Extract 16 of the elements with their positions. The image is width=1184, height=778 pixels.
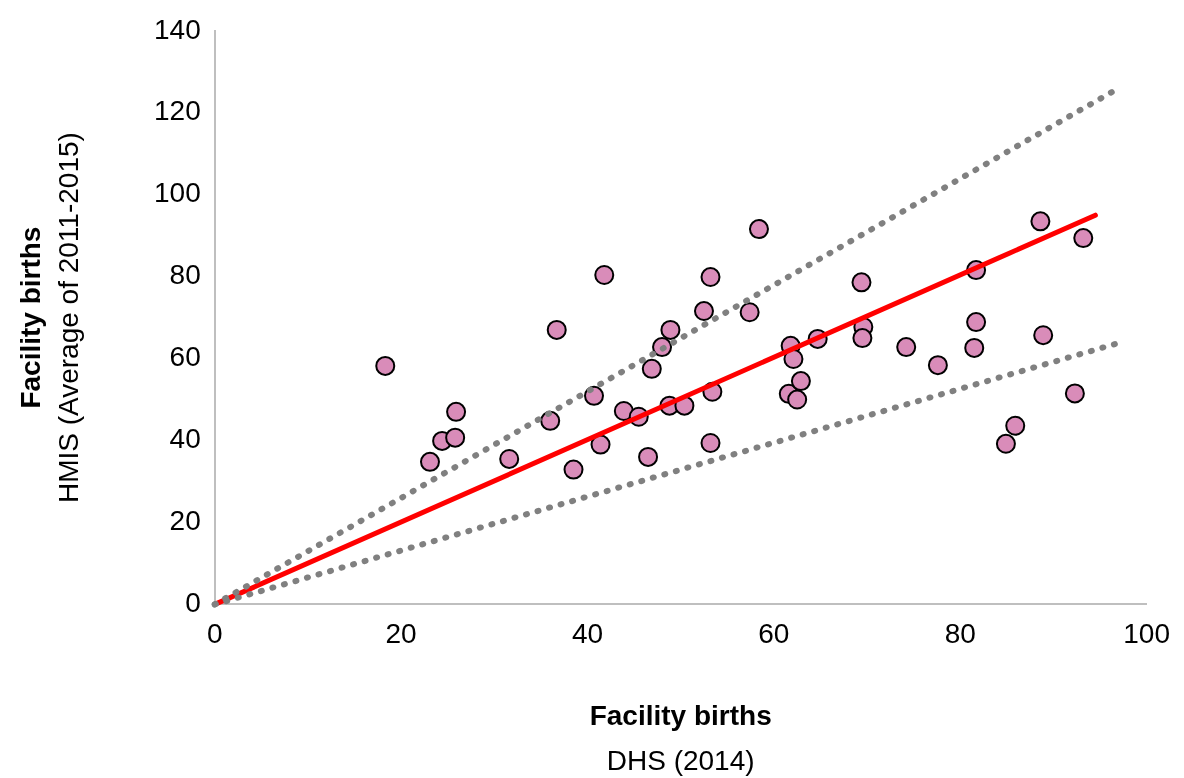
x-tick-label: 60 — [758, 617, 790, 649]
x-axis-title: Facility births DHS (2014) — [589, 700, 772, 777]
x-tick-label: 40 — [571, 617, 604, 649]
y-tick-label: 100 — [154, 177, 201, 209]
y-axis-title: Facility births HMIS (Average of 2011-2015) — [15, 132, 85, 504]
y-tick-label: 40 — [169, 423, 201, 455]
y-tick-label: 140 — [154, 13, 201, 45]
y-tick-label: 80 — [169, 259, 201, 291]
y-tick-label: 20 — [169, 505, 201, 537]
y-tick-label: 120 — [154, 95, 201, 127]
x-tick-label: 20 — [385, 617, 417, 649]
x-tick-label: 0 — [206, 617, 223, 649]
x-tick-label: 80 — [944, 617, 976, 649]
y-tick-label: 60 — [169, 341, 201, 373]
x-tick-label: 100 — [1123, 617, 1170, 649]
y-tick-label: 0 — [185, 587, 201, 619]
